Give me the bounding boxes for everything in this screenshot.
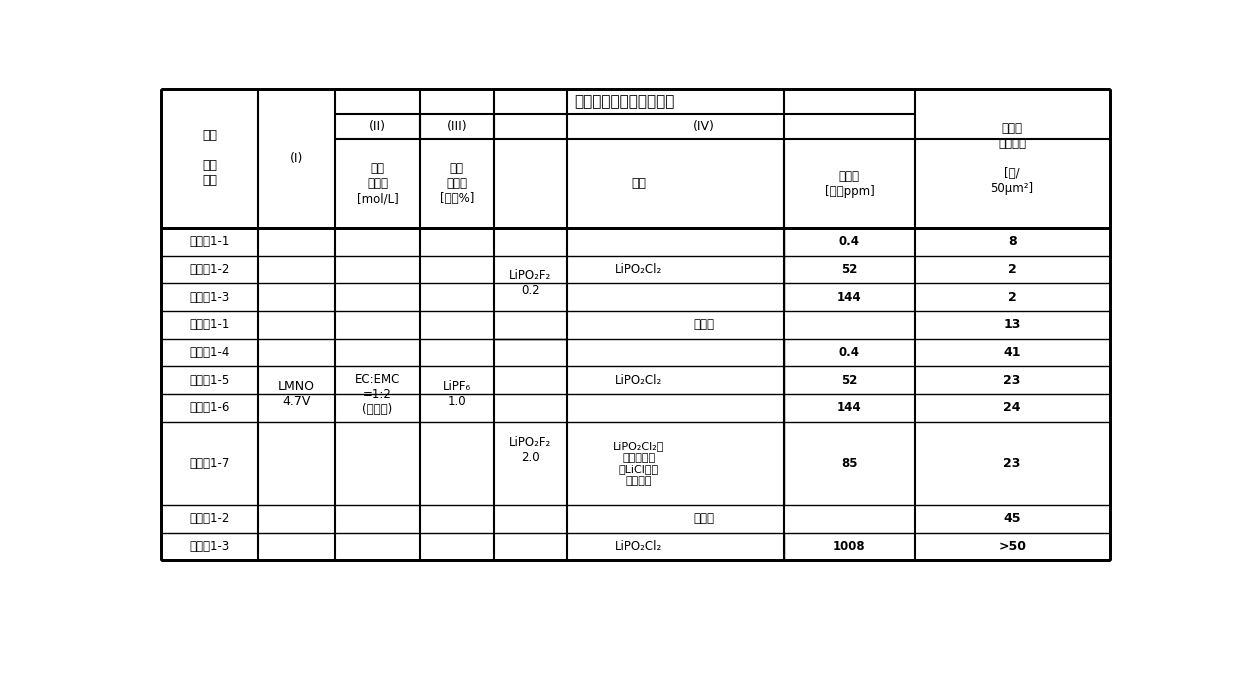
Text: LMNO
4.7V: LMNO 4.7V — [278, 380, 315, 408]
Text: 种类
添加量
[mol/L]: 种类 添加量 [mol/L] — [357, 162, 398, 205]
Text: 非水电解液电池用电解液: 非水电解液电池用电解液 — [574, 94, 675, 109]
Text: 13: 13 — [1003, 318, 1021, 331]
Text: 正极

充电
电位: 正极 充电 电位 — [202, 130, 217, 187]
Text: 24: 24 — [1003, 401, 1021, 414]
Text: 添加量
[质量ppm]: 添加量 [质量ppm] — [825, 170, 874, 198]
Text: LiPO₂Cl₂和
氯化物离子
（LiCl电离
而生成）: LiPO₂Cl₂和 氯化物离子 （LiCl电离 而生成） — [614, 441, 665, 485]
Text: 144: 144 — [837, 291, 862, 304]
Text: (II): (II) — [370, 120, 386, 133]
Text: 比较例1-2: 比较例1-2 — [190, 513, 229, 526]
Text: 实施例1-2: 实施例1-2 — [190, 263, 229, 276]
Text: 实施例1-3: 实施例1-3 — [190, 291, 229, 304]
Text: 实施例1-4: 实施例1-4 — [190, 346, 229, 359]
Text: LiPO₂Cl₂: LiPO₂Cl₂ — [615, 540, 662, 553]
Text: 2: 2 — [1008, 263, 1017, 276]
Text: >50: >50 — [998, 540, 1027, 553]
Text: LiPO₂Cl₂: LiPO₂Cl₂ — [615, 373, 662, 387]
Text: 无添加: 无添加 — [693, 318, 714, 331]
Text: 比较例1-1: 比较例1-1 — [190, 318, 229, 331]
Text: 85: 85 — [841, 457, 858, 470]
Text: 0.4: 0.4 — [839, 235, 859, 248]
Text: 集电体
的点蚀痕

[个/
50μm²]: 集电体 的点蚀痕 [个/ 50μm²] — [991, 122, 1034, 195]
Text: LiPF₆
1.0: LiPF₆ 1.0 — [443, 380, 471, 408]
Text: (IV): (IV) — [693, 120, 715, 133]
Text: 2: 2 — [1008, 291, 1017, 304]
Text: 52: 52 — [841, 263, 858, 276]
Text: 实施例1-7: 实施例1-7 — [190, 457, 229, 470]
Text: 45: 45 — [1003, 513, 1021, 526]
Text: (III): (III) — [446, 120, 467, 133]
Text: 实施例1-6: 实施例1-6 — [190, 401, 229, 414]
Text: 种类
添加量
[质量%]: 种类 添加量 [质量%] — [440, 162, 474, 205]
Text: 实施例1-5: 实施例1-5 — [190, 373, 229, 387]
Text: 144: 144 — [837, 401, 862, 414]
Text: 无添加: 无添加 — [693, 513, 714, 526]
Text: LiPO₂F₂
2.0: LiPO₂F₂ 2.0 — [510, 435, 552, 464]
Text: 1008: 1008 — [833, 540, 866, 553]
Text: 8: 8 — [1008, 235, 1017, 248]
Text: EC:EMC
=1:2
(体积比): EC:EMC =1:2 (体积比) — [355, 373, 401, 416]
Text: 41: 41 — [1003, 346, 1021, 359]
Text: LiPO₂F₂
0.2: LiPO₂F₂ 0.2 — [510, 269, 552, 297]
Text: 种类: 种类 — [631, 177, 646, 190]
Text: 23: 23 — [1003, 373, 1021, 387]
Text: 实施例1-1: 实施例1-1 — [190, 235, 229, 248]
Text: (I): (I) — [290, 152, 303, 165]
Text: LiPO₂Cl₂: LiPO₂Cl₂ — [615, 263, 662, 276]
Text: 52: 52 — [841, 373, 858, 387]
Text: 比较例1-3: 比较例1-3 — [190, 540, 229, 553]
Text: 0.4: 0.4 — [839, 346, 859, 359]
Text: 23: 23 — [1003, 457, 1021, 470]
